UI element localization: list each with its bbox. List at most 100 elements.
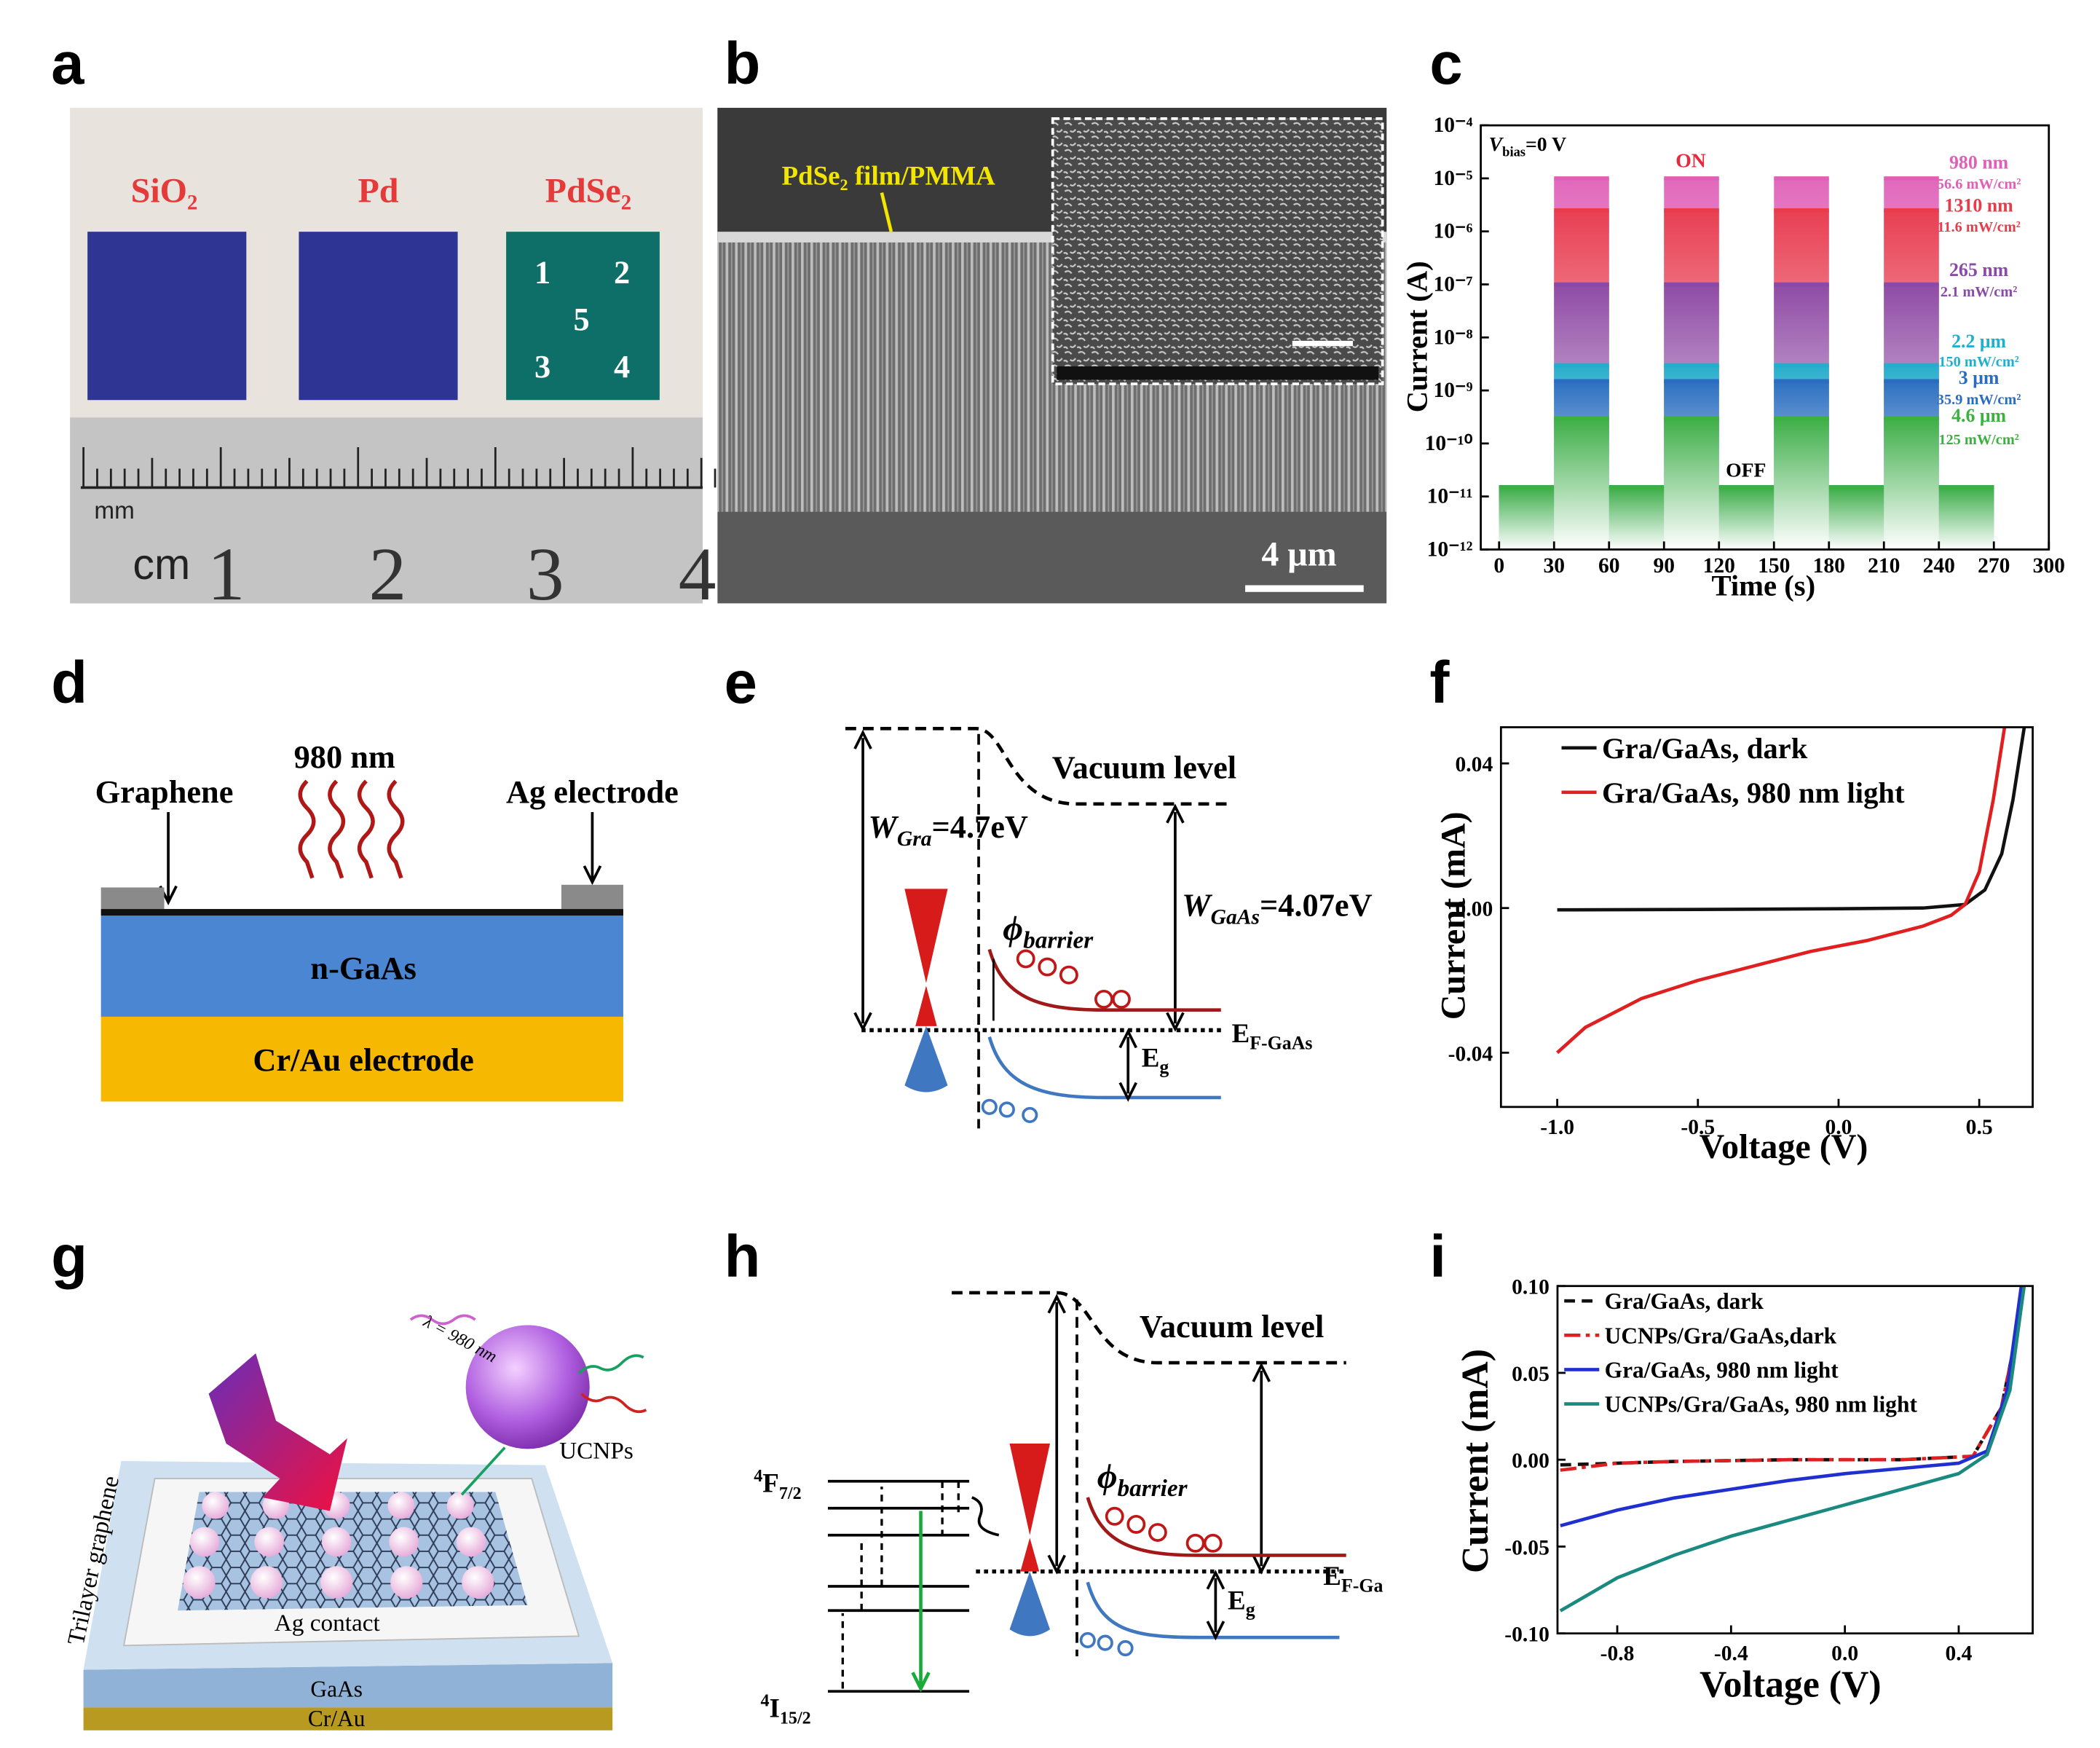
- energy-levels: [827, 1479, 970, 1693]
- subscript: 7/2: [779, 1484, 802, 1503]
- valence-band: [1086, 1581, 1340, 1639]
- dirac-cone: [1009, 1444, 1050, 1535]
- panel-label: c: [1429, 31, 1462, 97]
- spot: 1: [534, 253, 550, 290]
- fermi-label: EF-Ga: [1323, 1561, 1383, 1596]
- gap-label: Eg: [1228, 1585, 1255, 1620]
- panel-label: b: [725, 31, 761, 97]
- legend-label: Gra/GaAs, 980 nm light: [1602, 776, 1905, 809]
- legend-power: 150 mW/cm²: [1938, 354, 2019, 370]
- legend-label: 4.6 μm: [1951, 405, 2006, 426]
- film-label: PdSe₂ film/PMMA: [781, 160, 995, 190]
- x-axis-title: Time (s): [1711, 569, 1815, 602]
- conduction-band: [1086, 1497, 1346, 1557]
- arrow: [1166, 803, 1185, 1032]
- x-tick-label: -0.8: [1600, 1642, 1635, 1666]
- layer-label: Cr/Au electrode: [253, 1042, 473, 1078]
- legend-label: UCNPs/Gra/GaAs, 980 nm light: [1605, 1392, 1918, 1417]
- step-bar: [1884, 418, 1939, 550]
- dirac-cone: [904, 1025, 948, 1092]
- x-tick-label: -0.4: [1714, 1642, 1748, 1666]
- step-bar: [1499, 487, 1555, 550]
- layer-label: n-GaAs: [310, 950, 416, 986]
- legend-power: 2.1 mW/cm²: [1941, 284, 2017, 300]
- step-bar: [1774, 418, 1829, 550]
- graphene: [100, 909, 623, 916]
- arrow: [460, 1446, 506, 1496]
- wave: [577, 1354, 644, 1375]
- ucnp-sphere: [465, 1325, 590, 1449]
- spot: 2: [614, 253, 630, 290]
- legend-power: 35.9 mW/cm²: [1937, 392, 2021, 408]
- ucnp-label: UCNPs: [559, 1437, 633, 1464]
- light-waves: [298, 779, 405, 879]
- wavelength-label: λ = 980 nm: [419, 1312, 500, 1366]
- legend-label: 265 nm: [1949, 259, 2009, 280]
- step-bar: [1554, 418, 1609, 550]
- nanoparticles: [183, 1492, 494, 1599]
- legend-label: 2.2 μm: [1951, 331, 2006, 352]
- y-axis-title: Current (A): [1401, 261, 1434, 412]
- gaas-label: GaAs: [310, 1677, 363, 1702]
- electrode: [100, 887, 165, 910]
- panel-label: f: [1429, 650, 1450, 716]
- panel-label: g: [51, 1224, 87, 1290]
- spot: 3: [534, 348, 550, 385]
- dirac-cone: [915, 985, 937, 1026]
- arrow: [1118, 1028, 1137, 1102]
- line: [1559, 1286, 2026, 1613]
- y-tick-label: 0.05: [1512, 1363, 1550, 1386]
- vacuum-level: [845, 727, 1232, 806]
- legend-power: 56.6 mW/cm²: [1937, 176, 2021, 192]
- sample-label: Pd: [358, 171, 398, 210]
- photo-panel: SiO₂ Pd PdSe₂ 1 2 5 3 4 mm cm 1 2 3 4: [70, 108, 717, 616]
- arrow: [1047, 1294, 1066, 1575]
- line: [1556, 727, 2007, 1055]
- dirac-cone: [1009, 1571, 1050, 1637]
- symbol: ϕ: [1003, 910, 1023, 948]
- y-tick-label: 10⁻⁹: [1433, 379, 1472, 402]
- arrow: [1252, 1362, 1271, 1575]
- ruler-number: 2: [369, 533, 407, 616]
- step-bar: [1718, 487, 1775, 550]
- chart: Gra/GaAs, dark UCNPs/Gra/GaAs,dark Gra/GaA…: [1455, 1276, 2034, 1706]
- plot-frame: [1556, 1285, 2034, 1635]
- electrode: [561, 884, 623, 910]
- superscript: 4: [761, 1692, 770, 1711]
- barrier-label: ϕbarrier: [1003, 910, 1094, 954]
- y-tick-label: 10⁻⁷: [1433, 273, 1472, 296]
- x-tick-label: 270: [1978, 554, 2010, 578]
- x-tick-label: 0: [1493, 554, 1504, 578]
- y-tick-label: 10⁻⁴: [1433, 114, 1472, 137]
- gaas-layer: [100, 916, 623, 1017]
- symbol: V: [1489, 133, 1504, 155]
- x-tick-label: 180: [1813, 554, 1845, 578]
- vacuum-label: Vacuum level: [1140, 1308, 1324, 1345]
- symbol: E: [1228, 1585, 1246, 1615]
- symbol: W: [1182, 886, 1213, 923]
- work-function: WGra=4.7eV: [868, 808, 1028, 851]
- legend-label: Gra/GaAs, dark: [1602, 732, 1808, 765]
- on-label: ON: [1675, 149, 1706, 171]
- symbol: W: [868, 808, 899, 845]
- level-label: 4F7/2: [754, 1467, 801, 1503]
- x-tick-label: 0.0: [1831, 1642, 1858, 1666]
- legend-power: 125 mW/cm²: [1938, 432, 2019, 448]
- device-3d: λ = 980 nm UCNPs Trilayer graphene Ag co…: [63, 1312, 647, 1731]
- au-label: Cr/Au: [308, 1706, 366, 1731]
- arrow: [583, 811, 602, 886]
- y-tick-label: -0.05: [1504, 1536, 1550, 1559]
- y-tick-label: 10⁻⁸: [1433, 326, 1472, 349]
- subscript: Gra: [897, 827, 932, 851]
- subscript: g: [1159, 1057, 1169, 1078]
- y-axis-title: Current (mA): [1455, 1349, 1496, 1573]
- subscript: 15/2: [780, 1709, 811, 1728]
- subscript: barrier: [1023, 927, 1094, 954]
- legend-label: Gra/GaAs, 980 nm light: [1605, 1357, 1839, 1382]
- gaas-face: [83, 1663, 613, 1708]
- electrons: [1105, 1506, 1223, 1553]
- wave: [580, 1393, 647, 1414]
- x-axis-title: Voltage (V): [1700, 1127, 1868, 1166]
- off-label: OFF: [1726, 459, 1766, 481]
